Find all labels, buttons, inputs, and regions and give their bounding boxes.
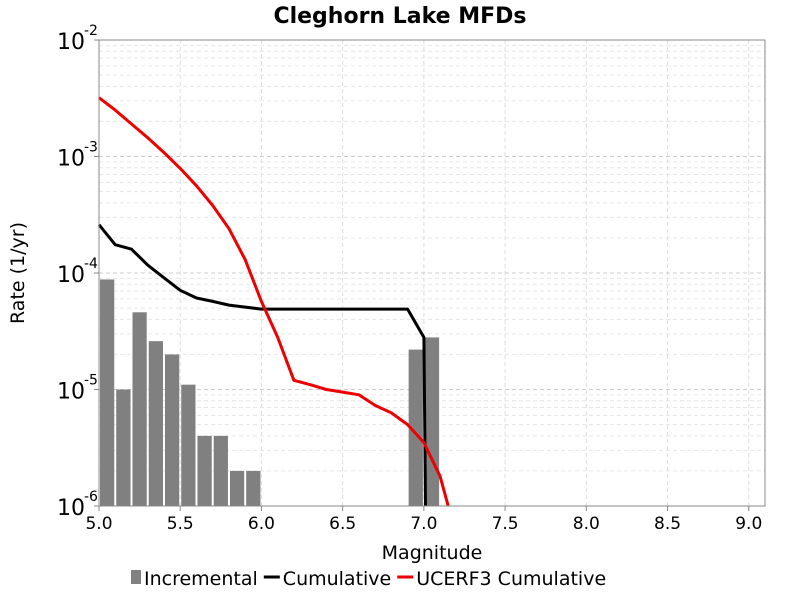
incremental-bar — [246, 470, 261, 506]
x-tick-label: 5.5 — [167, 514, 194, 534]
legend-entry-label: Incremental — [144, 568, 258, 590]
x-tick-label: 7.5 — [492, 514, 519, 534]
x-tick-label: 9.0 — [735, 514, 762, 534]
x-axis-ticks: 5.0 5.5 6.0 6.5 7.0 7.5 8.0 8.5 9.0 — [85, 506, 762, 534]
incremental-bar — [132, 312, 147, 506]
x-tick-label: 8.0 — [573, 514, 600, 534]
y-axis-ticks: 10-210-310-410-510-6 — [57, 23, 99, 521]
y-tick-label-exponent: -5 — [84, 373, 98, 389]
incremental-bar — [100, 279, 115, 506]
incremental-bar — [229, 470, 245, 506]
cumulative-line — [97, 223, 427, 507]
chart-title: Cleghorn Lake MFDs — [273, 4, 526, 29]
incremental-bar — [213, 435, 228, 506]
incremental-bar — [408, 349, 423, 506]
incremental-bar — [164, 354, 180, 506]
y-axis-label: Rate (1/yr) — [7, 222, 29, 324]
x-tick-label: 6.5 — [329, 514, 356, 534]
y-tick-label-exponent: -6 — [84, 489, 98, 505]
ucerf3-cumulative-line — [98, 96, 450, 507]
legend: Incremental Cumulative UCERF3 Cumulative — [131, 568, 606, 590]
incremental-bar — [148, 341, 163, 506]
y-tick-label-base: 10 — [57, 380, 85, 405]
incremental-bar — [116, 389, 131, 506]
cumulative-lines — [97, 96, 450, 507]
y-tick-label-exponent: -4 — [84, 256, 98, 272]
incremental-bar — [181, 384, 196, 506]
x-tick-label: 5.0 — [85, 514, 112, 534]
y-tick-label-base: 10 — [57, 496, 85, 521]
x-tick-label: 6.0 — [248, 514, 275, 534]
y-tick-label-base: 10 — [57, 30, 85, 55]
legend-entry-label: Cumulative — [283, 568, 391, 590]
incremental-bars — [100, 279, 440, 506]
incremental-bar — [197, 435, 212, 506]
incremental-bar — [424, 337, 440, 506]
legend-entry-label: UCERF3 Cumulative — [416, 568, 606, 590]
x-axis-label: Magnitude — [382, 542, 483, 564]
y-tick-label-exponent: -2 — [84, 23, 98, 39]
x-tick-label: 8.5 — [654, 514, 681, 534]
x-tick-label: 7.0 — [410, 514, 437, 534]
y-tick-label-exponent: -3 — [84, 140, 98, 156]
y-tick-label-base: 10 — [57, 263, 85, 288]
y-tick-label-base: 10 — [57, 147, 85, 172]
legend-swatch-bar — [131, 570, 141, 584]
